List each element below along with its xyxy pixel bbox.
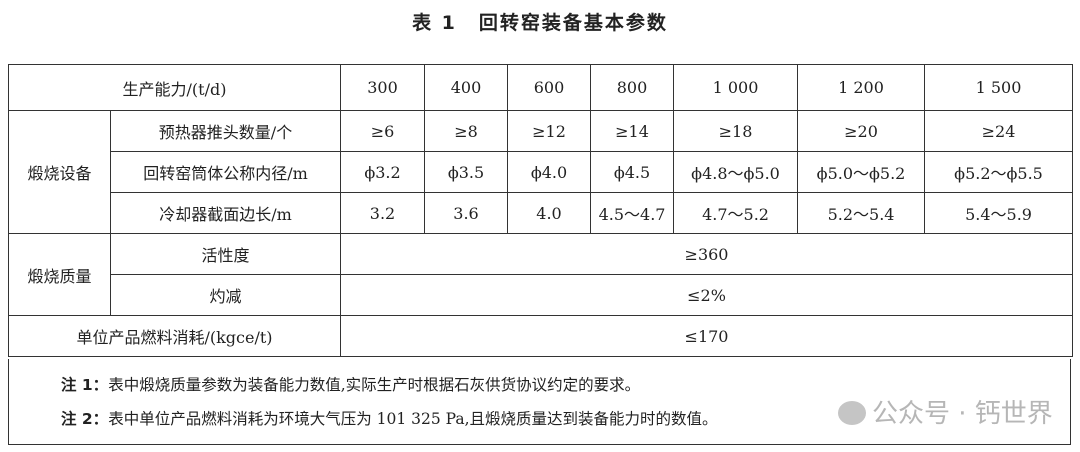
row-label: 灼减 [109, 274, 342, 316]
value-cell: 3.6 [424, 192, 509, 234]
value-cell: ≥18 [673, 110, 799, 152]
table-row: 煅烧设备 预热器推头数量/个 ≥6 ≥8 ≥12 ≥14 ≥18 ≥20 ≥24 [8, 110, 1074, 234]
row-label: 预热器推头数量/个 [109, 110, 342, 152]
note-2: 注 2：表中单位产品燃料消耗为环境大气压为 101 325 Pa,且煅烧质量达到… [61, 407, 718, 429]
value-cell: ≤2% [340, 274, 1074, 316]
wechat-icon [838, 401, 866, 425]
capacity-cell: 600 [507, 64, 592, 111]
note-1: 注 1：表中煅烧质量参数为装备能力数值,实际生产时根据石灰供货协议约定的要求。 [61, 373, 640, 395]
value-cell: ϕ4.0 [507, 151, 592, 193]
row-label: 单位产品燃料消耗/(kgce/t) [7, 315, 342, 357]
table-row: 煅烧质量 活性度 ≥360 [8, 233, 1074, 316]
value-cell: ≥12 [507, 110, 592, 152]
value-cell: ≥360 [340, 233, 1074, 275]
notes-box: 注 1：表中煅烧质量参数为装备能力数值,实际生产时根据石灰供货协议约定的要求。 … [8, 359, 1071, 445]
table-caption: 回转窑装备基本参数 [478, 12, 668, 34]
value-cell: ϕ4.8～ϕ5.0 [673, 151, 799, 193]
value-cell: ϕ3.2 [340, 151, 426, 193]
value-cell: 5.4～5.9 [924, 192, 1074, 234]
value-cell: ≥6 [340, 110, 426, 152]
row-label: 活性度 [109, 233, 342, 275]
note-text: 表中煅烧质量参数为装备能力数值,实际生产时根据石灰供货协议约定的要求。 [108, 376, 641, 394]
table-row: 灼减 ≤2% [9, 274, 1074, 316]
value-cell: ≥8 [424, 110, 509, 152]
value-cell: ≥20 [797, 110, 926, 152]
table-row: 回转窑筒体公称内径/m ϕ3.2 ϕ3.5 ϕ4.0 ϕ4.5 ϕ4.8～ϕ5.… [9, 151, 1074, 193]
table-row: 生产能力/(t/d) 300 400 600 800 1 000 1 200 1… [7, 64, 1074, 111]
capacity-cell: 1 500 [924, 64, 1074, 111]
value-cell: ϕ4.5 [590, 151, 675, 193]
value-cell: 4.7～5.2 [673, 192, 799, 234]
table-row: 单位产品燃料消耗/(kgce/t) ≤170 [7, 315, 1074, 357]
note-label: 注 1： [61, 376, 109, 394]
parameters-table: 生产能力/(t/d) 300 400 600 800 1 000 1 200 1… [7, 64, 1074, 357]
value-cell: 4.0 [507, 192, 592, 234]
value-cell: ≤170 [340, 315, 1074, 357]
capacity-cell: 800 [590, 64, 675, 111]
value-cell: 4.5～4.7 [590, 192, 675, 234]
value-cell: ϕ5.2～ϕ5.5 [924, 151, 1074, 193]
value-cell: 3.2 [340, 192, 426, 234]
row-label: 冷却器截面边长/m [109, 192, 342, 234]
watermark-text: 公众号 · 钙世界 [872, 399, 1053, 429]
header-label: 生产能力/(t/d) [7, 64, 342, 111]
row-label: 回转窑筒体公称内径/m [109, 151, 342, 193]
table-row: 冷却器截面边长/m 3.2 3.6 4.0 4.5～4.7 4.7～5.2 5.… [9, 192, 1074, 234]
value-cell: ϕ3.5 [424, 151, 509, 193]
value-cell: ≥14 [590, 110, 675, 152]
value-cell: 5.2～5.4 [797, 192, 926, 234]
group-label: 煅烧设备 [8, 110, 111, 234]
capacity-cell: 1 200 [797, 64, 926, 111]
capacity-cell: 1 000 [673, 64, 799, 111]
value-cell: ϕ5.0～ϕ5.2 [797, 151, 926, 193]
note-label: 注 2： [61, 410, 109, 428]
value-cell: ≥24 [924, 110, 1074, 152]
table-number: 表 1 [412, 12, 457, 34]
group-label: 煅烧质量 [8, 233, 111, 316]
table-title: 表 1 回转窑装备基本参数 [0, 8, 1080, 35]
capacity-cell: 400 [424, 64, 509, 111]
note-text: 表中单位产品燃料消耗为环境大气压为 101 325 Pa,且煅烧质量达到装备能力… [108, 410, 718, 428]
capacity-cell: 300 [340, 64, 426, 111]
watermark: 公众号 · 钙世界 [838, 393, 1053, 430]
